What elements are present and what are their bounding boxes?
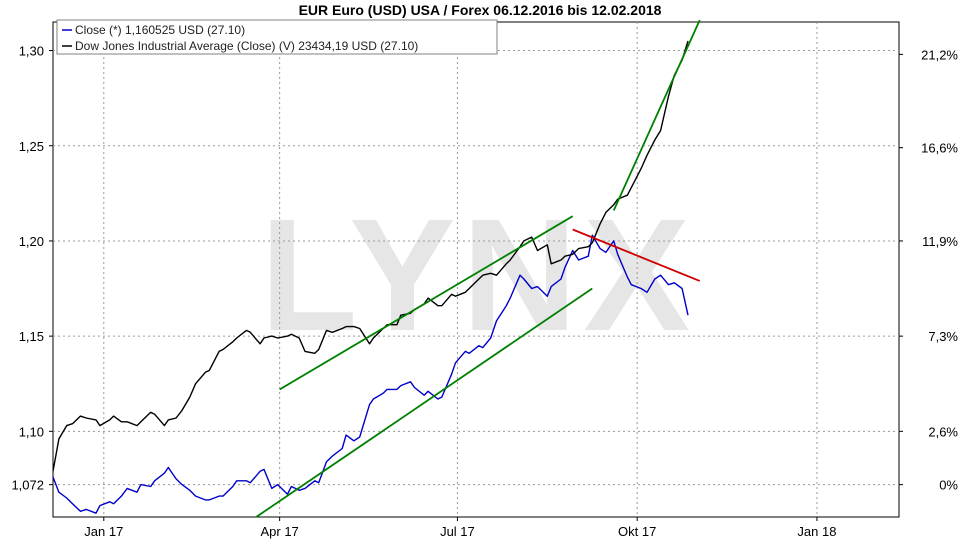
y-right-tick-label: 16,6% [921,141,958,156]
y-right-tick-label: 11,9% [922,234,958,249]
trendline-upper-channel [279,215,574,391]
watermark: LYNX [260,185,696,364]
legend-label-close: Close (*) 1,160525 USD (27.10) [75,23,245,37]
y-left-tick-label: 1,20 [19,234,44,249]
x-tick-label: Apr 17 [260,524,298,539]
series-line-eurusd [52,234,689,514]
trendlines [255,19,701,518]
y-left-tick-label: 1,15 [19,329,44,344]
trendline-lower-support [255,287,593,518]
y-left-tick-label: 1,30 [19,44,44,59]
legend: Close (*) 1,160525 USD (27.10) Dow Jones… [56,19,498,55]
chart-title: EUR Euro (USD) USA / Forex 06.12.2016 bi… [299,2,662,18]
trendline-resistance [572,228,701,282]
y-right-tick-label: 2,6% [928,424,958,439]
y-right-tick-label: 0% [939,478,958,493]
x-tick-label: Jan 18 [797,524,836,539]
legend-box [56,19,498,55]
y-left-tick-label: 1,25 [19,139,44,154]
x-tick-label: Jan 17 [84,524,123,539]
axes: Jan 17 Apr 17 Jul 17 Okt 17 Jan 18 1,30 1,25 1,… [11,44,958,539]
legend-label-dow: Dow Jones Industrial Average (Close) (V)… [75,39,418,53]
series [52,40,689,514]
trendline-dow-steep [612,19,701,211]
series-line-dow [52,40,689,472]
x-tick-label: Okt 17 [618,524,656,539]
grid [53,22,899,517]
y-right-tick-label: 7,3% [928,329,958,344]
y-right-tick-label: 21,2% [921,47,958,62]
x-tick-label: Jul 17 [440,524,475,539]
y-left-tick-label: 1,10 [19,424,44,439]
y-left-tick-label: 1,072 [11,478,44,493]
